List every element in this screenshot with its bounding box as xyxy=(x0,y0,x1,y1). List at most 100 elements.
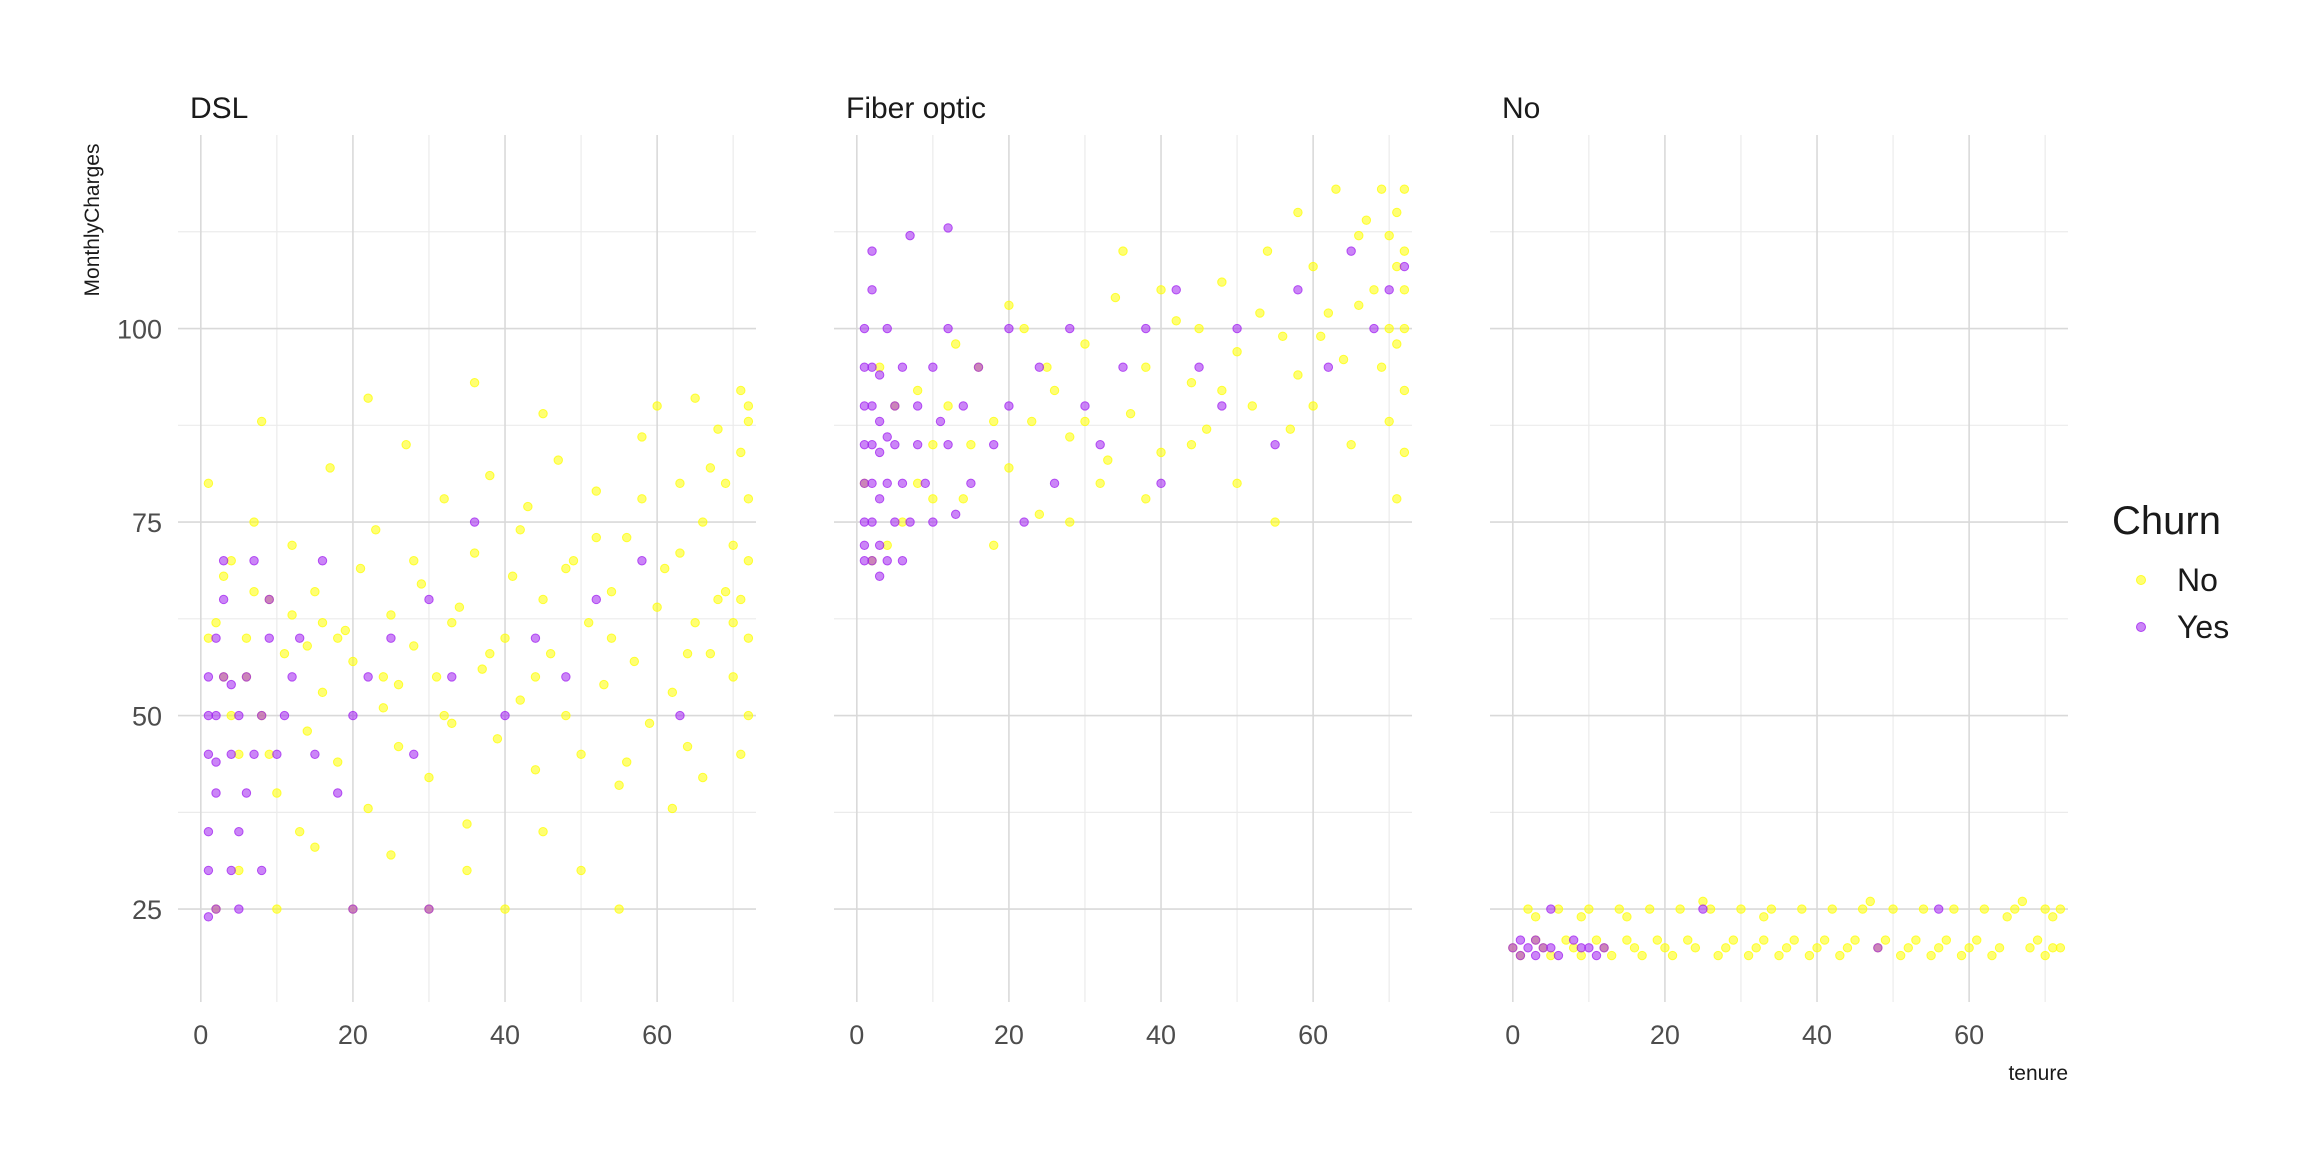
data-point xyxy=(943,323,953,334)
data-point xyxy=(1376,362,1387,372)
data-point xyxy=(1004,463,1014,473)
data-point xyxy=(264,594,274,605)
data-point xyxy=(728,617,738,628)
data-point xyxy=(950,339,961,349)
x-tick-label: 0 xyxy=(193,1020,208,1050)
data-point xyxy=(234,826,244,837)
data-point xyxy=(682,648,693,659)
data-point xyxy=(355,563,366,574)
data-point xyxy=(652,401,662,411)
data-point xyxy=(2017,896,2028,907)
data-point xyxy=(675,710,685,721)
data-point xyxy=(1949,904,1959,914)
data-point xyxy=(690,617,700,628)
data-point xyxy=(637,556,647,566)
data-point xyxy=(249,556,259,566)
data-point xyxy=(743,633,754,643)
data-point xyxy=(966,478,976,489)
data-point xyxy=(561,563,571,574)
data-point xyxy=(1865,896,1875,907)
y-axis-title: MonthlyCharges xyxy=(81,144,104,297)
data-point xyxy=(500,904,510,914)
panels-layer xyxy=(178,135,2068,1002)
data-point xyxy=(203,478,214,489)
data-point xyxy=(469,378,480,388)
data-point xyxy=(928,362,938,372)
data-point xyxy=(1698,896,1708,907)
series-fiber-optic-no xyxy=(859,184,1410,566)
data-point xyxy=(859,323,870,334)
data-point xyxy=(1857,904,1868,914)
data-point xyxy=(203,912,214,922)
data-point xyxy=(874,571,885,581)
data-point xyxy=(1934,904,1944,914)
data-point xyxy=(218,571,229,581)
legend-key-no xyxy=(2136,575,2146,585)
data-point xyxy=(1637,950,1647,961)
data-point xyxy=(401,439,411,450)
legend-key-yes xyxy=(2136,622,2146,632)
data-point xyxy=(485,470,495,481)
data-point xyxy=(1293,207,1303,218)
data-point xyxy=(1232,478,1242,489)
data-point xyxy=(591,532,601,543)
data-point xyxy=(1004,401,1014,411)
data-point xyxy=(492,734,503,744)
data-point xyxy=(1599,943,1609,953)
data-point xyxy=(1918,904,1929,914)
data-point xyxy=(515,695,525,705)
data-point xyxy=(507,571,518,581)
data-point xyxy=(1956,950,1967,961)
data-point xyxy=(874,494,885,504)
data-point xyxy=(424,772,434,783)
data-point xyxy=(1698,904,1708,914)
data-point xyxy=(1683,935,1693,945)
data-point xyxy=(416,579,427,589)
data-point xyxy=(912,385,923,396)
data-point xyxy=(1399,261,1410,272)
data-point xyxy=(500,710,510,721)
data-point xyxy=(912,401,923,411)
data-point xyxy=(1842,943,1853,953)
series-fiber-optic-yes xyxy=(859,223,1410,581)
data-point xyxy=(462,819,472,829)
data-point xyxy=(614,780,624,790)
legend: Churn No Yes xyxy=(2112,499,2229,645)
data-point xyxy=(1217,385,1227,396)
data-point xyxy=(1584,943,1594,953)
data-point xyxy=(989,439,999,450)
data-point xyxy=(264,633,274,643)
data-point xyxy=(469,548,480,558)
x-axis-title: tenure xyxy=(2008,1062,2068,1085)
data-point xyxy=(1880,935,1891,945)
x-tick-label: 0 xyxy=(1505,1020,1520,1050)
data-point xyxy=(867,517,877,527)
data-point xyxy=(644,718,655,729)
data-point xyxy=(203,749,214,759)
data-point xyxy=(1721,943,1731,953)
data-point xyxy=(743,416,754,427)
data-point xyxy=(447,672,457,682)
data-point xyxy=(882,323,892,334)
data-point xyxy=(1972,935,1982,945)
data-point xyxy=(538,594,548,605)
data-point xyxy=(409,641,419,651)
data-point xyxy=(310,842,320,852)
data-point xyxy=(1576,950,1586,961)
data-point xyxy=(409,556,419,566)
panel-no xyxy=(1490,135,2068,1002)
data-point xyxy=(431,672,442,682)
data-point xyxy=(1027,416,1037,427)
data-point xyxy=(333,757,343,767)
data-point xyxy=(1987,950,1997,961)
data-point xyxy=(1293,285,1303,295)
data-point xyxy=(1888,904,1898,914)
data-point xyxy=(1660,943,1670,953)
data-point xyxy=(1034,362,1045,372)
data-point xyxy=(1270,439,1280,450)
data-point xyxy=(1293,370,1303,380)
data-point xyxy=(1751,943,1761,953)
data-point xyxy=(1399,285,1410,295)
data-point xyxy=(1110,292,1121,303)
data-point xyxy=(1827,904,1837,914)
